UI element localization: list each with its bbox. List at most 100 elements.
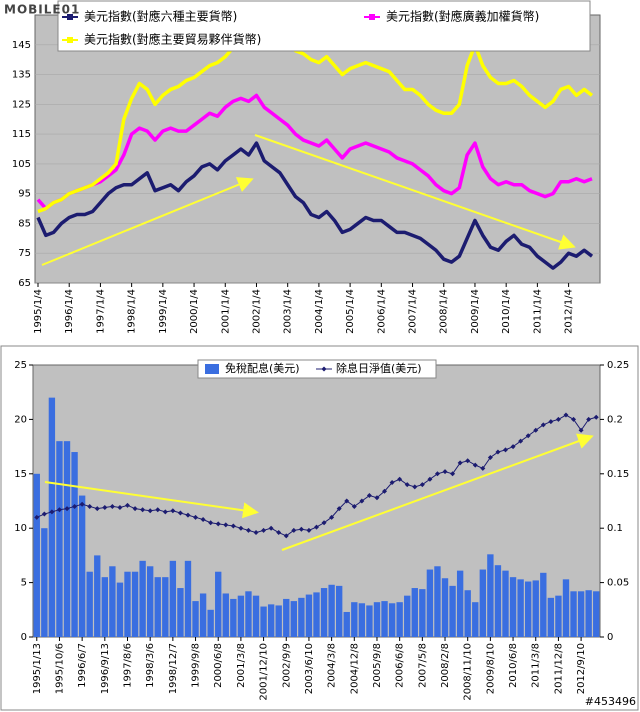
x-tick-label: 1999/1/4 xyxy=(158,289,169,334)
point xyxy=(563,412,569,418)
arrow xyxy=(254,134,576,250)
y-tick-label: 10 xyxy=(14,523,27,534)
arrow xyxy=(44,481,259,519)
bar xyxy=(593,591,600,637)
point xyxy=(555,416,561,422)
point xyxy=(117,505,123,511)
bar xyxy=(192,601,199,637)
y2-tick-label: 0.1 xyxy=(607,523,623,534)
point xyxy=(442,469,448,475)
bar xyxy=(41,528,48,637)
bar xyxy=(525,581,532,637)
series-line xyxy=(36,93,593,211)
y-tick-label: 85 xyxy=(18,218,31,229)
bar xyxy=(101,577,108,637)
x-tick-label: 1998/12/7 xyxy=(168,643,179,694)
bar xyxy=(33,473,40,637)
point xyxy=(382,488,388,494)
x-tick-label: 2001/12/10 xyxy=(259,643,270,701)
x-tick-label: 2005/9/8 xyxy=(372,643,383,688)
bar xyxy=(404,595,411,637)
x-tick-label: 2000/1/4 xyxy=(189,289,200,334)
point xyxy=(419,482,425,488)
y2-tick-label: 0.05 xyxy=(607,578,629,589)
bar xyxy=(320,588,328,637)
x-tick-label: 2002/1/4 xyxy=(251,289,262,334)
bar xyxy=(94,555,101,637)
x-tick-label: 1996/6/7 xyxy=(77,643,88,688)
point xyxy=(283,533,289,539)
point xyxy=(276,530,282,536)
point xyxy=(193,514,199,520)
legend-label: 美元指數(對應六種主要貨幣) xyxy=(84,9,237,24)
bar xyxy=(502,570,509,637)
point xyxy=(125,502,130,508)
y-tick-label: 125 xyxy=(12,99,31,110)
x-tick-label: 1996/9/13 xyxy=(100,643,111,694)
bar xyxy=(343,611,350,637)
point xyxy=(185,512,191,518)
point xyxy=(329,514,335,520)
bar xyxy=(260,606,267,637)
point xyxy=(155,507,161,513)
x-tick-label: 2011/12/8 xyxy=(553,643,564,694)
legend-marker xyxy=(321,366,327,372)
point xyxy=(314,524,319,530)
y2-tick-label: 0 xyxy=(607,632,613,643)
bar xyxy=(56,441,63,637)
bar xyxy=(116,582,124,637)
point xyxy=(162,509,168,515)
point xyxy=(465,458,471,464)
point xyxy=(434,471,440,477)
point xyxy=(548,419,554,425)
x-tick-label: 2001/1/4 xyxy=(220,289,231,334)
bar xyxy=(298,597,305,637)
bar xyxy=(411,588,418,637)
point xyxy=(94,506,100,512)
bar xyxy=(147,566,154,637)
bar xyxy=(336,585,343,637)
bar xyxy=(532,580,539,637)
bar xyxy=(290,601,297,637)
bar xyxy=(555,595,562,637)
point xyxy=(336,506,342,512)
bar xyxy=(479,569,486,637)
y-tick-label: 20 xyxy=(14,414,27,425)
y-tick-label: 5 xyxy=(21,578,27,589)
x-tick-label: 2012/1/4 xyxy=(564,289,575,334)
x-tick-label: 2006/1/4 xyxy=(376,289,387,334)
bar xyxy=(245,591,252,637)
point xyxy=(480,465,486,471)
bar xyxy=(366,605,373,637)
logo: MOBILE01 xyxy=(4,3,80,17)
x-tick-label: 2000/6/8 xyxy=(213,643,224,688)
legend-swatch xyxy=(205,364,219,374)
x-tick-label: 1998/1/4 xyxy=(127,289,138,334)
bar xyxy=(63,441,71,637)
point xyxy=(34,514,40,520)
bar xyxy=(222,593,229,637)
x-tick-label: 2006/6/8 xyxy=(395,643,406,688)
y-tick-label: 65 xyxy=(18,278,31,289)
bar xyxy=(396,602,403,637)
x-tick-label: 2004/12/8 xyxy=(349,643,360,694)
bar xyxy=(230,598,237,637)
y2-tick-label: 0.25 xyxy=(607,360,629,371)
series-line xyxy=(36,141,594,270)
bar xyxy=(577,591,585,637)
point xyxy=(503,447,508,453)
bar xyxy=(267,604,275,637)
bar xyxy=(237,595,245,637)
x-tick-label: 2011/1/4 xyxy=(532,289,543,334)
watermark: #453496 xyxy=(585,695,636,708)
point xyxy=(230,523,236,529)
point xyxy=(291,527,297,533)
point xyxy=(404,482,410,488)
point xyxy=(261,527,267,533)
point xyxy=(412,484,418,490)
bar xyxy=(351,602,358,637)
point xyxy=(374,495,380,501)
bar xyxy=(464,590,471,637)
bar xyxy=(419,589,426,637)
